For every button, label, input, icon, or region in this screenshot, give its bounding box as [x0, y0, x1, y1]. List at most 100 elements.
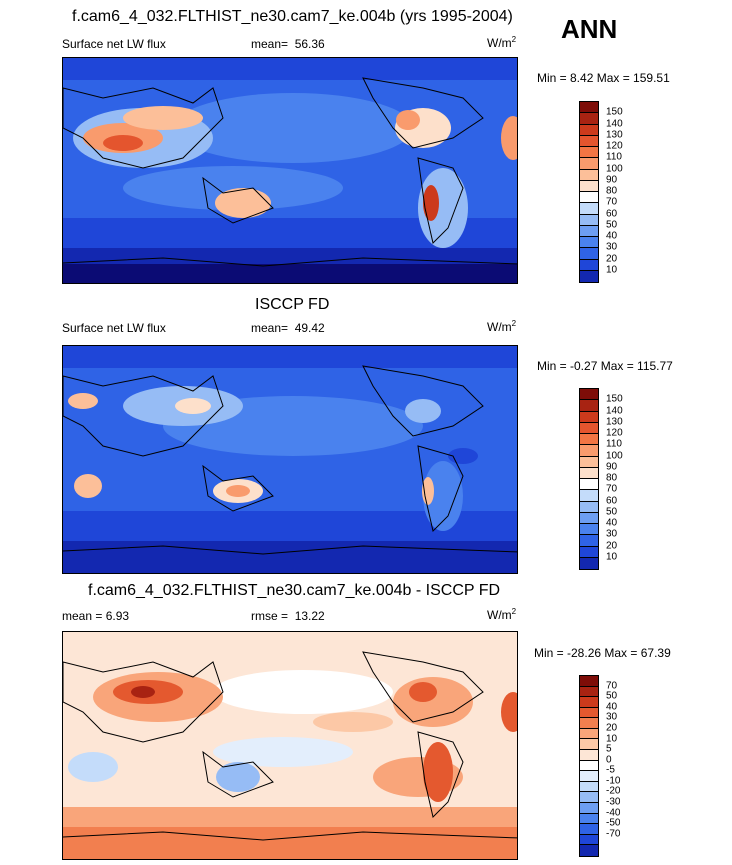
colorbar-tick-label: -20: [606, 785, 621, 797]
colorbar-tick-label: 60: [606, 208, 618, 219]
colorbar-swatch: [580, 169, 598, 181]
colorbar-swatch: [580, 802, 598, 814]
colorbar-tick-label: 110: [606, 151, 622, 163]
colorbar-swatch: [580, 434, 598, 446]
colorbar-tick-label: -40: [606, 807, 621, 819]
panel3-map: [62, 631, 518, 860]
colorbar-swatch: [580, 158, 598, 170]
colorbar-swatch: [580, 512, 598, 524]
colorbar-tick-label: 90: [606, 174, 618, 186]
colorbar-swatch: [580, 389, 598, 401]
colorbar-swatch: [580, 813, 598, 825]
colorbar-tick-label: 10: [606, 733, 618, 745]
colorbar-tick-label: 50: [606, 219, 618, 231]
colorbar-swatch: [580, 113, 598, 125]
colorbar-swatch: [580, 411, 598, 423]
colorbar-swatch: [580, 214, 598, 226]
colorbar-swatch: [580, 400, 598, 412]
colorbar-swatch: [580, 718, 598, 729]
panel1-mean-label: mean=: [251, 37, 289, 51]
panel2-mean-label: mean=: [251, 321, 289, 335]
colorbar-tick-label: 5: [606, 743, 612, 755]
colorbar-swatch: [580, 781, 598, 793]
colorbar-swatch: [580, 771, 598, 782]
colorbar-tick-label: 70: [606, 680, 618, 692]
colorbar-tick-label: 80: [606, 185, 618, 197]
colorbar-swatch: [580, 422, 598, 434]
colorbar-tick-label: 20: [606, 253, 618, 264]
colorbar-swatch: [580, 792, 598, 803]
colorbar-swatch: [580, 203, 598, 215]
colorbar-tick-label: 20: [606, 722, 618, 734]
colorbar-swatch: [580, 248, 598, 260]
colorbar-swatch: [580, 750, 598, 761]
colorbar-tick-label: 40: [606, 701, 618, 713]
panel2-map: [62, 345, 518, 574]
panel2-field: [63, 346, 517, 573]
colorbar-swatch: [580, 180, 598, 192]
colorbar-swatch: [580, 728, 598, 740]
colorbar-tick-label: 60: [606, 495, 618, 506]
panel2-mean-value: 49.42: [294, 321, 325, 335]
colorbar-tick-label: 110: [606, 438, 622, 450]
colorbar-tick-label: 140: [606, 405, 623, 416]
colorbar-tick-label: 30: [606, 241, 618, 253]
colorbar-tick-label: 100: [606, 163, 623, 174]
colorbar-tick-label: 120: [606, 427, 623, 439]
panel1-field: [63, 58, 517, 283]
panel3-rmse-value: 13.22: [294, 609, 325, 623]
colorbar-swatch: [580, 697, 598, 708]
panel1-variable-label: Surface net LW flux: [62, 37, 166, 51]
colorbar-swatch: [580, 259, 598, 271]
colorbar-swatch: [580, 135, 598, 147]
panel3-rmse-label: rmse =: [251, 609, 289, 623]
colorbar-tick-label: -10: [606, 775, 621, 787]
colorbar-tick-label: 100: [606, 450, 623, 461]
colorbar-tick-label: -50: [606, 817, 621, 829]
colorbar-swatch: [580, 524, 598, 536]
panel3-field: [63, 632, 517, 859]
panel1-map: [62, 57, 518, 284]
colorbar-tick-label: 10: [606, 551, 618, 563]
panel1-colorbar: [579, 101, 599, 283]
panel2-minmax: Min = -0.27 Max = 115.77: [537, 359, 673, 373]
colorbar-tick-label: 150: [606, 106, 623, 118]
panel1-mean: mean= 56.36: [251, 37, 325, 51]
colorbar-tick-label: 0: [606, 754, 612, 766]
colorbar-swatch: [580, 824, 598, 835]
panel3-rmse: rmse = 13.22: [251, 609, 325, 623]
colorbar-swatch: [580, 270, 598, 282]
colorbar-swatch: [580, 535, 598, 547]
panel3-units: W/m2: [487, 607, 517, 622]
colorbar-swatch: [580, 192, 598, 204]
colorbar-tick-label: 30: [606, 711, 618, 723]
colorbar-tick-label: 40: [606, 517, 618, 529]
colorbar-tick-label: 150: [606, 393, 623, 405]
colorbar-tick-label: 20: [606, 540, 618, 551]
colorbar-tick-label: 120: [606, 140, 623, 152]
colorbar-swatch: [580, 225, 598, 237]
panel3-minmax: Min = -28.26 Max = 67.39: [534, 646, 671, 660]
colorbar-tick-label: 140: [606, 118, 623, 129]
panel3-mean: mean = 6.93: [62, 609, 130, 623]
colorbar-swatch: [580, 102, 598, 114]
colorbar-swatch: [580, 546, 598, 558]
colorbar-tick-label: 70: [606, 483, 618, 495]
colorbar-tick-label: 40: [606, 230, 618, 242]
colorbar-tick-label: 10: [606, 264, 618, 276]
panel2-mean: mean= 49.42: [251, 321, 325, 335]
colorbar-tick-label: 130: [606, 129, 623, 141]
colorbar-swatch: [580, 147, 598, 159]
colorbar-swatch: [580, 445, 598, 457]
colorbar-tick-label: 70: [606, 196, 618, 208]
colorbar-swatch: [580, 237, 598, 249]
colorbar-tick-label: 80: [606, 472, 618, 484]
colorbar-tick-label: -30: [606, 796, 621, 808]
panel1-units: W/m2: [487, 35, 517, 50]
colorbar-tick-label: -70: [606, 828, 621, 840]
colorbar-swatch: [580, 124, 598, 136]
colorbar-swatch: [580, 739, 598, 751]
colorbar-tick-label: 130: [606, 416, 623, 428]
colorbar-swatch: [580, 686, 598, 698]
panel2-variable-label: Surface net LW flux: [62, 321, 166, 335]
